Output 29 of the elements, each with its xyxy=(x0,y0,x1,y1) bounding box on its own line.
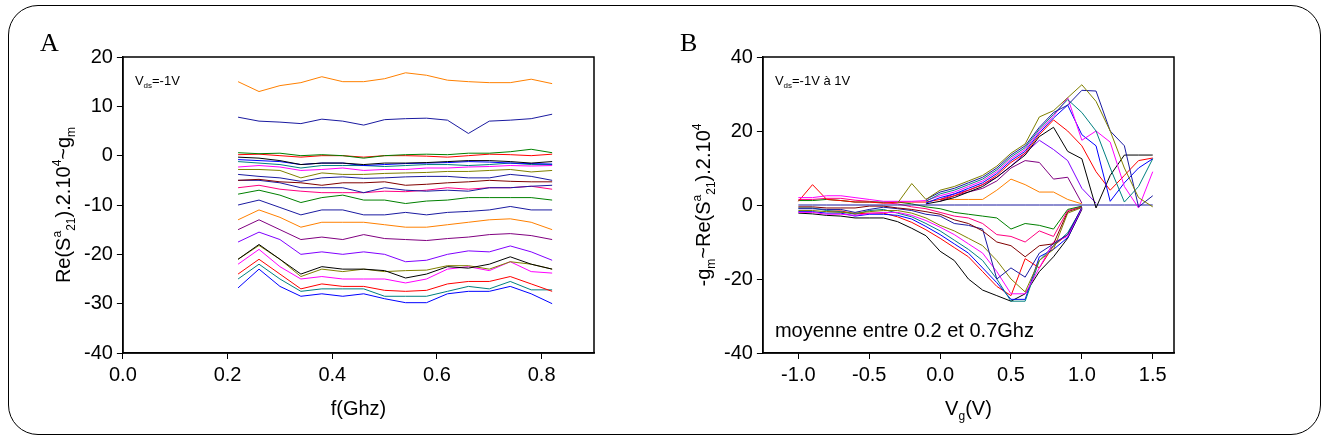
x-tick-label: 0.0 xyxy=(109,362,137,385)
x-tick-label: -1.0 xyxy=(781,362,816,385)
x-tick-label: 0.5 xyxy=(997,362,1025,385)
x-tick-label: 1.5 xyxy=(1138,362,1167,385)
y-tick-label: 20 xyxy=(730,118,753,141)
x-axis-title: f(Ghz) xyxy=(330,397,387,419)
y-tick-label: -20 xyxy=(724,266,753,289)
x-tick-label: 0.6 xyxy=(423,362,451,385)
x-tick-label: 0.0 xyxy=(926,362,955,385)
y-tick-label: 0 xyxy=(101,143,113,166)
x-tick-label: 0.2 xyxy=(213,362,242,385)
x-tick-label: 1.0 xyxy=(1067,362,1096,385)
y-tick-label: 0 xyxy=(741,192,753,215)
y-tick-label: -20 xyxy=(84,241,113,264)
y-tick-label: 40 xyxy=(730,44,753,67)
x-tick-label: 0.4 xyxy=(318,362,347,385)
y-tick-label: -40 xyxy=(724,340,753,363)
y-tick-label: -30 xyxy=(84,291,113,314)
x-tick-label: 0.8 xyxy=(527,362,556,385)
annotation: moyenne entre 0.2 et 0.7Ghz xyxy=(774,319,1034,341)
x-tick-label: -0.5 xyxy=(851,362,887,385)
y-axis-title: Re(Sa21).2.104~gm xyxy=(50,126,78,284)
y-tick-label: -10 xyxy=(84,192,113,215)
y-tick-label: 20 xyxy=(90,44,113,67)
chart-title: A xyxy=(40,28,59,57)
y-axis-title: -gm~Re(Sa21).2.104 xyxy=(690,123,718,287)
y-tick-label: 10 xyxy=(90,93,113,116)
y-tick-label: -40 xyxy=(84,340,113,363)
chart-title: B xyxy=(680,28,698,57)
